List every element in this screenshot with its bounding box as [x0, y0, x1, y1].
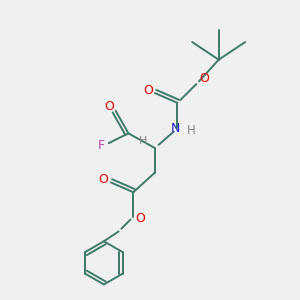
Text: H: H: [187, 124, 196, 137]
Text: F: F: [98, 139, 104, 152]
Text: O: O: [104, 100, 114, 113]
Text: O: O: [199, 72, 209, 85]
Text: O: O: [135, 212, 145, 225]
Text: N: N: [171, 122, 180, 135]
Text: O: O: [143, 84, 153, 97]
Text: H: H: [139, 136, 147, 146]
Text: O: O: [98, 173, 108, 186]
